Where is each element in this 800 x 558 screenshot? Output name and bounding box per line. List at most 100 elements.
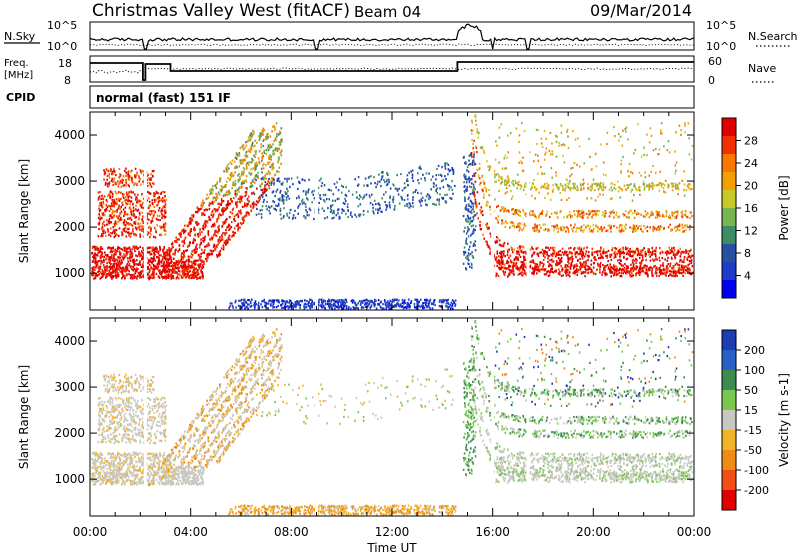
scatter-point xyxy=(139,261,141,263)
scatter-point xyxy=(417,192,419,194)
scatter-point xyxy=(603,250,605,252)
scatter-point xyxy=(221,202,223,204)
scatter-point xyxy=(674,216,676,218)
scatter-point xyxy=(254,193,256,195)
scatter-point xyxy=(117,248,119,250)
scatter-point xyxy=(248,136,250,138)
scatter-point xyxy=(433,303,435,305)
scatter-point xyxy=(302,179,304,181)
scatter-point xyxy=(311,191,313,193)
scatter-point xyxy=(327,207,329,209)
scatter-point xyxy=(234,193,236,195)
scatter-point xyxy=(239,227,241,229)
scatter-point xyxy=(435,174,437,176)
freq-right-tick-top: 60 xyxy=(708,55,722,68)
scatter-point xyxy=(645,216,647,218)
scatter-point xyxy=(232,209,234,211)
scatter-point xyxy=(279,167,281,169)
station-title: Christmas Valley West (fitACF) xyxy=(92,1,350,21)
scatter-point xyxy=(658,211,660,213)
scatter-point xyxy=(673,212,675,214)
scatter-point xyxy=(479,167,481,169)
scatter-point xyxy=(119,168,121,170)
scatter-point xyxy=(165,233,167,235)
scatter-point xyxy=(489,253,491,255)
scatter-point xyxy=(682,224,684,226)
scatter-point xyxy=(129,263,131,265)
scatter-point xyxy=(676,211,678,213)
scatter-point xyxy=(164,195,166,197)
scatter-point xyxy=(478,137,480,139)
scatter-point xyxy=(393,196,395,198)
scatter-point xyxy=(113,267,115,269)
scatter-point xyxy=(632,274,634,276)
scatter-point xyxy=(326,198,328,200)
scatter-point xyxy=(289,198,291,200)
scatter-point xyxy=(142,181,144,183)
scatter-point xyxy=(434,203,436,205)
scatter-point xyxy=(325,300,327,302)
scatter-point xyxy=(480,211,482,213)
scatter-point xyxy=(580,186,582,188)
scatter-point xyxy=(441,299,443,301)
scatter-point xyxy=(244,195,246,197)
scatter-point xyxy=(201,249,203,251)
scatter-point xyxy=(335,186,337,188)
scatter-point xyxy=(475,199,477,201)
scatter-point xyxy=(290,209,292,211)
scatter-point xyxy=(244,180,246,182)
scatter-point xyxy=(112,265,114,267)
scatter-point xyxy=(236,191,238,193)
scatter-point xyxy=(243,144,245,146)
scatter-point xyxy=(503,207,505,209)
scatter-point xyxy=(249,135,251,137)
scatter-point xyxy=(260,185,262,187)
scatter-point xyxy=(285,191,287,193)
scatter-point xyxy=(150,266,152,268)
scatter-point xyxy=(532,182,534,184)
scatter-point xyxy=(545,228,547,230)
scatter-point xyxy=(116,259,118,261)
scatter-point xyxy=(670,252,672,254)
scatter-point xyxy=(646,265,648,267)
scatter-point xyxy=(413,192,415,194)
scatter-point xyxy=(570,247,572,249)
scatter-point xyxy=(113,250,115,252)
scatter-point xyxy=(179,249,181,251)
scatter-point xyxy=(251,148,253,150)
scatter-point xyxy=(245,152,247,154)
scatter-point xyxy=(309,299,311,301)
scatter-point xyxy=(165,259,167,261)
scatter-point xyxy=(325,303,327,305)
scatter-point xyxy=(259,150,261,152)
scatter-point xyxy=(600,182,602,184)
scatter-point xyxy=(442,198,444,200)
scatter-point xyxy=(107,185,109,187)
scatter-point xyxy=(163,199,165,201)
scatter-point xyxy=(133,184,135,186)
scatter-point xyxy=(110,256,112,258)
scatter-point xyxy=(232,200,234,202)
scatter-point xyxy=(281,199,283,201)
scatter-point xyxy=(111,178,113,180)
scatter-point xyxy=(549,259,551,261)
scatter-point xyxy=(202,252,204,254)
scatter-point xyxy=(161,234,163,236)
scatter-point xyxy=(172,267,174,269)
scatter-point xyxy=(162,256,164,258)
scatter-point xyxy=(165,216,167,218)
scatter-point xyxy=(229,216,231,218)
scatter-point xyxy=(115,249,117,251)
scatter-point xyxy=(202,237,204,239)
scatter-point xyxy=(372,210,374,212)
scatter-point xyxy=(189,241,191,243)
scatter-point xyxy=(114,178,116,180)
scatter-point xyxy=(652,188,654,190)
scatter-point xyxy=(101,203,103,205)
scatter-point xyxy=(522,229,524,231)
scatter-point xyxy=(110,197,112,199)
scatter-point xyxy=(380,185,382,187)
date-label: 09/Mar/2014 xyxy=(590,1,692,20)
scatter-point xyxy=(648,253,650,255)
scatter-point xyxy=(120,198,122,200)
